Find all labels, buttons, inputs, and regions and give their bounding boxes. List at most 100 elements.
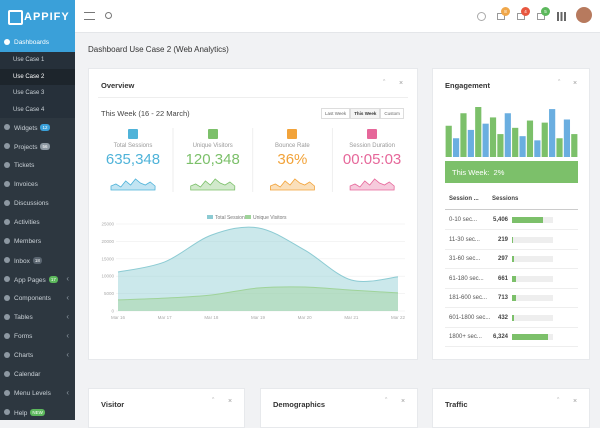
collapse-button[interactable]: ˆ [557,398,560,405]
period-tab[interactable]: Last Week [321,108,351,119]
progress-track [512,236,553,243]
menu-badge: 56 [40,143,50,150]
menu-item[interactable]: Tables [0,308,75,327]
x-tick-label: Mar 20 [298,315,313,320]
row-value: 6,324 [492,334,508,340]
menu-label: Inbox [14,258,30,265]
submenu-item[interactable]: Use Case 2 [0,68,75,85]
bar [489,117,497,157]
table-row: 601-1800 sec... 432 [445,309,578,328]
menu-label: Discussions [14,200,49,207]
row-value: 219 [497,236,508,243]
submenu-item[interactable]: Use Case 1 [0,52,75,69]
menu-item[interactable]: Calendar [0,365,75,384]
period-tab[interactable]: Custom [380,108,404,119]
menu-item[interactable]: App Pages 17 [0,270,75,289]
menu-item[interactable]: Help NEW [0,403,75,422]
summary-label: This Week: [452,168,490,177]
menu-badge: NEW [30,409,45,416]
stat: Bounce Rate 36% [252,129,332,168]
stat-icon [287,129,298,139]
menu-item[interactable]: Components [0,289,75,308]
card-title: Traffic [445,400,468,409]
period-label: This Week (16 - 22 March) [101,109,190,118]
stat-value: 00:05:03 [342,151,402,168]
collapse-button[interactable]: ˆ [212,398,215,405]
row-label: 0-10 sec... [449,217,478,223]
bar [467,129,474,157]
progress-bar [512,314,515,321]
x-tick-label: Mar 21 [344,315,359,320]
table-row: 61-180 sec... 661 [445,270,578,289]
y-tick-label: 20000 [101,239,114,244]
menu-label: Activities [14,219,40,226]
row-value: 5,406 [492,217,508,223]
menu-item[interactable]: Menu Levels [0,384,75,403]
period-tab[interactable]: This Week [350,108,381,119]
progress-bar [512,334,548,340]
info-button[interactable] [477,12,486,21]
stat-value: 635,348 [105,151,161,168]
progress-bar [512,217,543,223]
x-tick-label: Mar 17 [158,315,173,320]
menu-item[interactable]: Charts [0,346,75,365]
menu-item[interactable]: Widgets 12 [0,118,75,137]
close-button[interactable]: × [573,398,578,405]
menu-toggle[interactable] [84,12,95,20]
menu-label: Tickets [14,162,35,169]
menu-item[interactable]: Members [0,232,75,251]
progress-track [512,275,553,282]
menu-item[interactable]: Forms [0,327,75,346]
menu-item[interactable]: Projects 56 [0,137,75,156]
row-value: 713 [497,295,508,301]
menu-label: Charts [14,352,34,359]
y-tick-label: 5000 [104,291,115,296]
period-tabs: Last Week This Week Custom [321,108,404,119]
bar [460,113,467,157]
collapse-button[interactable]: ˆ [558,80,561,87]
apps-button[interactable] [557,12,566,21]
menu-label: Tables [14,314,33,321]
page-title: Dashboard Use Case 2 (Web Analytics) [88,45,229,54]
menu-label: Calendar [14,371,41,378]
bar [526,120,534,157]
table-divider [445,209,578,210]
y-tick-label: 0 [111,309,114,314]
submenu-item[interactable]: Use Case 4 [0,101,75,118]
bar [571,134,578,157]
avatar[interactable] [576,7,592,23]
table-row: 181-600 sec... 713 [445,289,578,308]
submenu-item[interactable]: Use Case 3 [0,85,75,102]
search-button[interactable] [105,12,112,19]
menu-item[interactable]: Invoices [0,175,75,194]
close-button[interactable]: × [399,80,404,87]
menu-label: Invoices [14,181,38,188]
row-label: 601-1800 sec... [449,314,491,321]
collapse-button[interactable]: ˆ [383,80,386,87]
menu-badge: 12 [40,124,50,131]
x-tick-label: Mar 19 [251,315,266,320]
collapse-button[interactable]: ˆ [385,398,388,405]
bar [475,107,482,157]
stat-icon [207,129,218,139]
sparkline [190,178,236,191]
line [117,226,399,282]
menu-item[interactable]: Tickets [0,156,75,175]
menu-item[interactable]: Discussions [0,194,75,213]
legend-label: Unique Visitors [253,215,287,221]
progress-bar [512,275,516,282]
menu-item[interactable]: Inbox 18 [0,251,75,270]
close-button[interactable]: × [573,80,578,87]
menu-item[interactable]: Dashboards [0,33,75,52]
area [118,286,398,311]
row-label: 61-180 sec... [449,275,484,282]
stat-value: 120,348 [185,151,240,168]
menu-label: App Pages [14,277,46,284]
close-button[interactable]: × [228,398,233,405]
bar [549,109,556,157]
stat: Total Sessions 635,348 [93,129,173,168]
notification-badge: 5 [541,7,550,16]
row-label: 1800+ sec... [449,334,482,340]
close-button[interactable]: × [401,398,406,405]
menu-item[interactable]: Activities [0,213,75,232]
